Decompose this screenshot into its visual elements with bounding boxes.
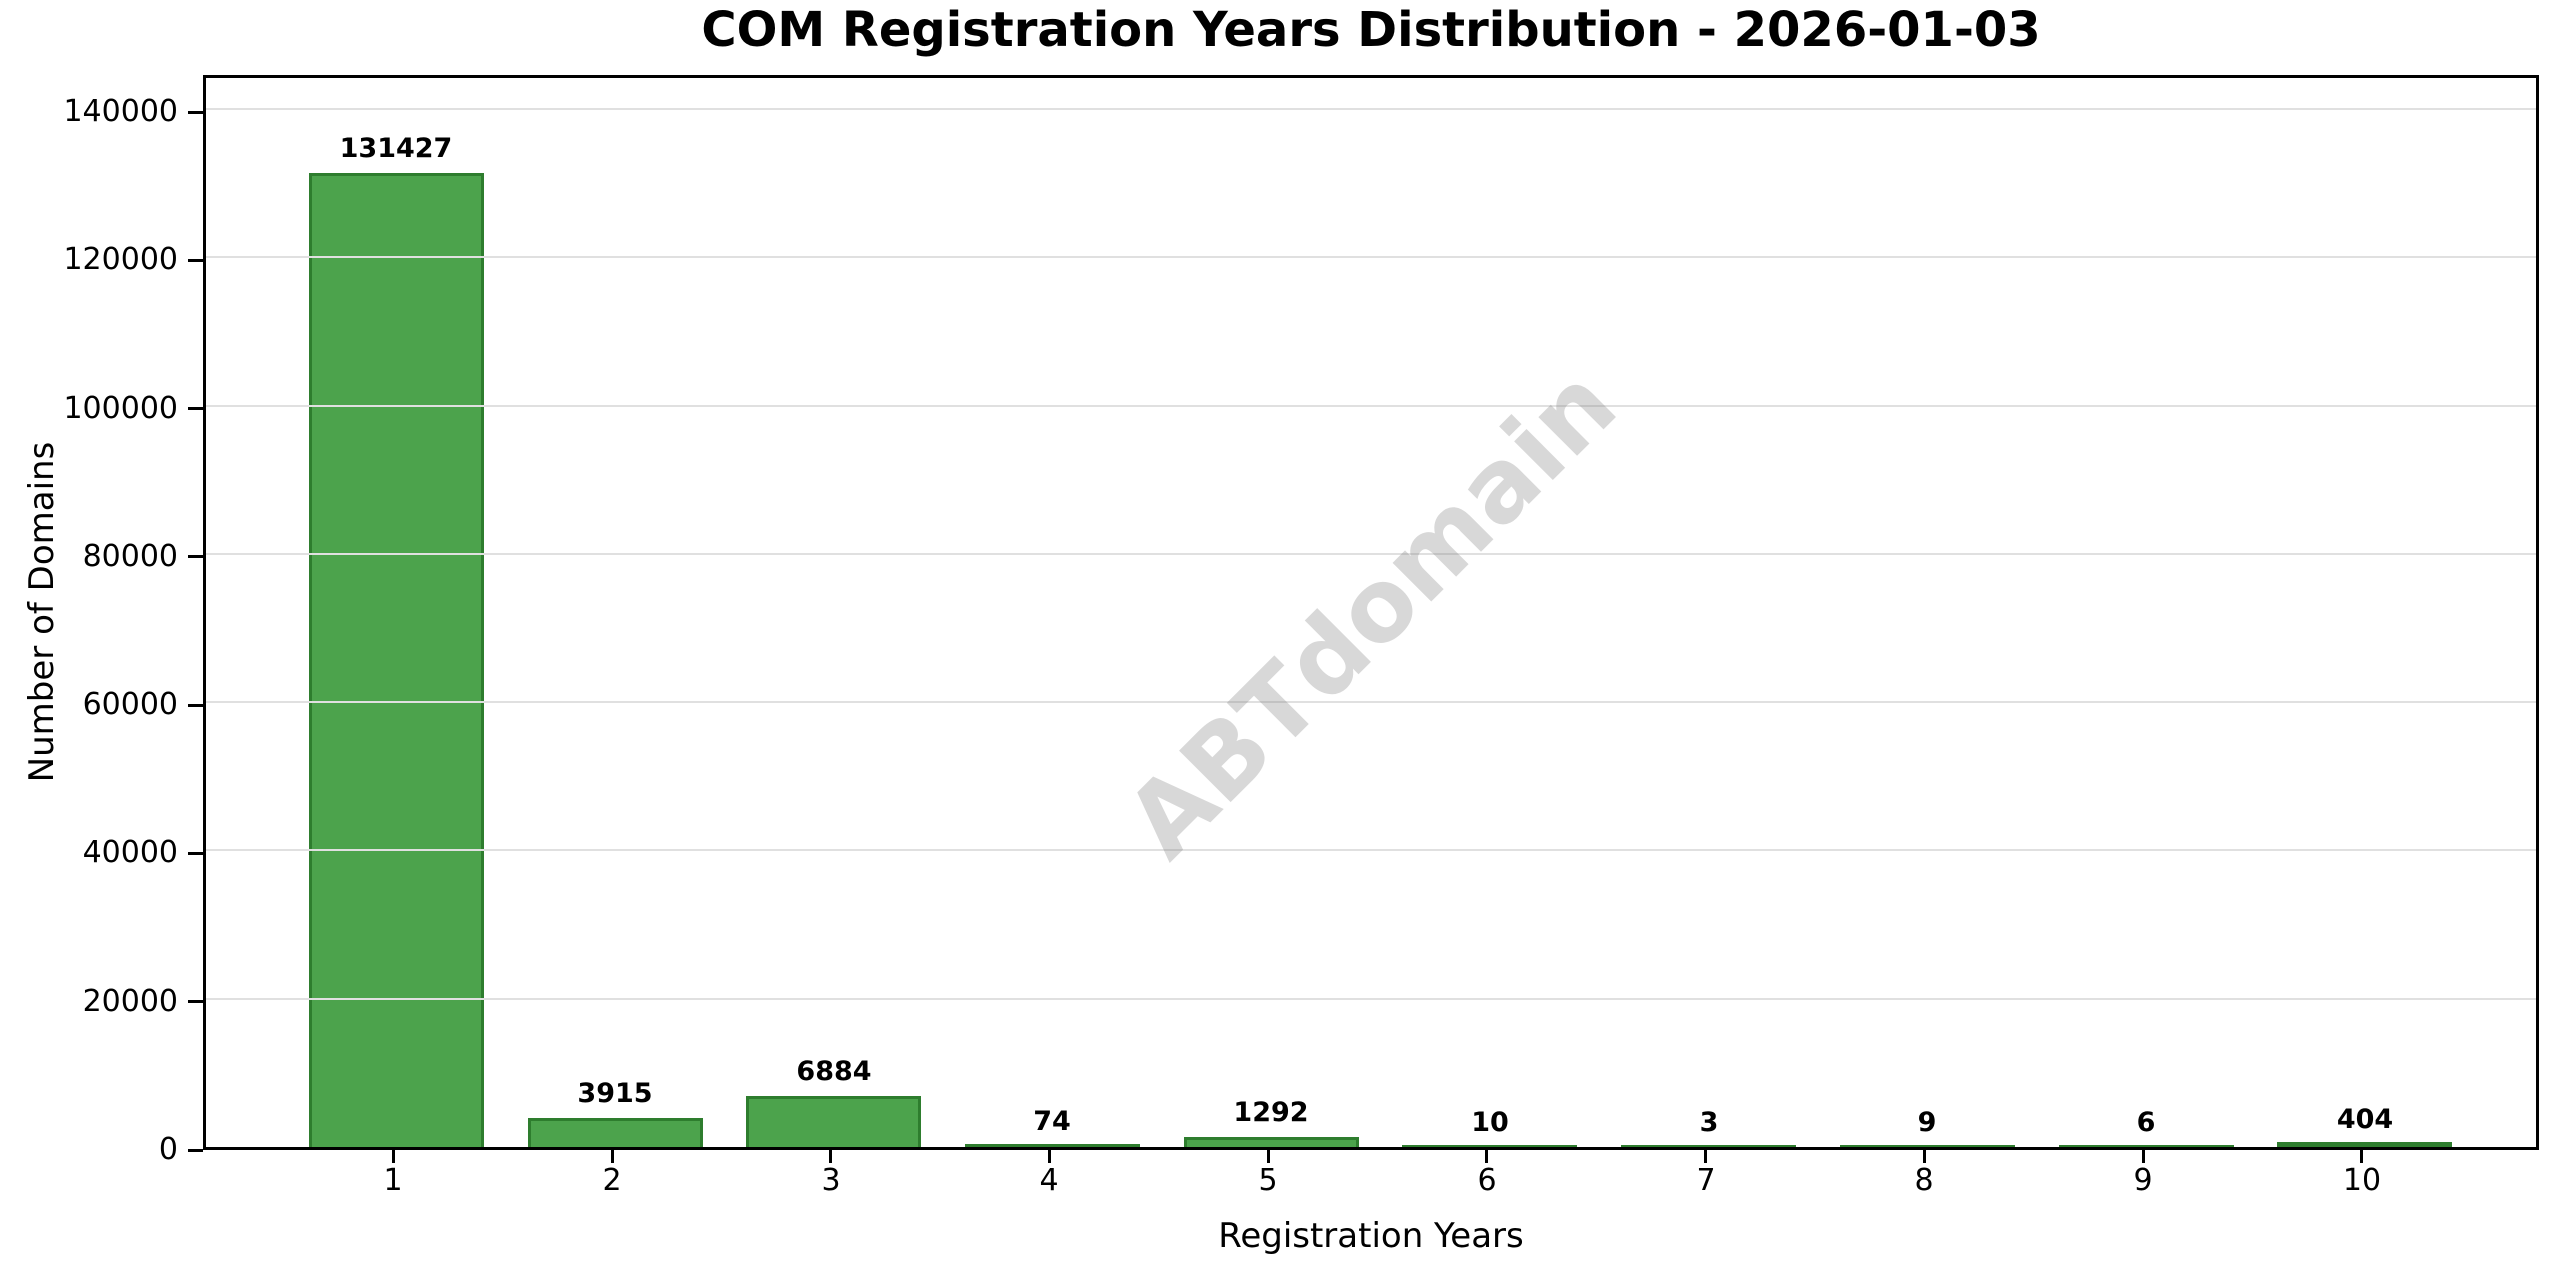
plot-area: ABTdomain 131427 3915 6884 74 1292 10 3 9 6 404 xyxy=(203,75,2539,1150)
y-tick-label: 100000 xyxy=(63,390,178,426)
x-tick-mark xyxy=(392,1150,395,1163)
plot-inner-layer: ABTdomain 131427 3915 6884 74 1292 10 3 9 6 404 xyxy=(206,78,2536,1147)
x-tick-label: 10 xyxy=(2342,1163,2382,1198)
bar xyxy=(965,1144,1140,1147)
x-tick-mark xyxy=(1923,1150,1926,1163)
y-gridline xyxy=(206,404,2536,407)
bar-value-label: 10 xyxy=(1471,1106,1509,1138)
y-tick-mark xyxy=(188,1148,203,1152)
bar-value-label: 6 xyxy=(2136,1106,2156,1138)
y-gridline xyxy=(206,256,2536,259)
y-tick-mark xyxy=(188,851,203,855)
x-axis-label: Registration Years xyxy=(1218,1216,1524,1256)
x-tick-mark xyxy=(829,1150,832,1163)
y-tick-label: 20000 xyxy=(82,983,178,1019)
x-tick-mark xyxy=(1485,1150,1488,1163)
y-tick-mark xyxy=(188,110,203,114)
y-tick-label: 40000 xyxy=(82,835,178,871)
y-gridline xyxy=(206,997,2536,1000)
bar xyxy=(309,172,484,1147)
bar xyxy=(746,1095,921,1147)
watermark-text: ABTdomain xyxy=(1103,345,1639,880)
bar xyxy=(1621,1144,1796,1147)
bar-value-label: 131427 xyxy=(339,132,453,164)
y-gridline xyxy=(206,849,2536,852)
y-tick-label: 140000 xyxy=(63,94,178,130)
y-tick-label: 80000 xyxy=(82,538,178,574)
bar-value-label: 3 xyxy=(1699,1106,1719,1138)
x-tick-label: 8 xyxy=(1914,1163,1934,1198)
y-tick-label: 0 xyxy=(158,1132,178,1167)
y-tick-label: 60000 xyxy=(82,687,178,723)
x-tick-mark xyxy=(1267,1150,1270,1163)
y-tick-label: 120000 xyxy=(63,242,178,278)
y-tick-mark xyxy=(188,555,203,559)
bar xyxy=(2277,1142,2452,1147)
chart-title: COM Registration Years Distribution - 20… xyxy=(701,2,2041,58)
x-tick-mark xyxy=(2360,1150,2363,1163)
bar-value-label: 1292 xyxy=(1233,1097,1309,1129)
x-tick-label: 3 xyxy=(821,1163,841,1198)
y-axis-label: Number of Domains xyxy=(22,441,62,783)
x-tick-mark xyxy=(2142,1150,2145,1163)
x-tick-mark xyxy=(1048,1150,1051,1163)
x-tick-label: 9 xyxy=(2133,1163,2153,1198)
x-tick-mark xyxy=(1704,1150,1707,1163)
y-gridline xyxy=(206,552,2536,555)
x-tick-label: 1 xyxy=(383,1163,403,1198)
x-tick-label: 7 xyxy=(1696,1163,1716,1198)
bar-value-label: 6884 xyxy=(796,1055,872,1087)
bar xyxy=(1184,1137,1359,1147)
bar-value-label: 3915 xyxy=(577,1077,653,1109)
y-tick-mark xyxy=(188,407,203,411)
bar xyxy=(2059,1144,2234,1147)
y-tick-mark xyxy=(188,1000,203,1004)
x-tick-label: 6 xyxy=(1477,1163,1497,1198)
bar xyxy=(528,1117,703,1147)
y-tick-mark xyxy=(188,703,203,707)
bar-value-label: 404 xyxy=(2336,1104,2394,1136)
bar-value-label: 9 xyxy=(1917,1106,1937,1138)
y-gridline xyxy=(206,701,2536,704)
bar xyxy=(1402,1144,1577,1147)
y-tick-mark xyxy=(188,258,203,262)
bar-value-label: 74 xyxy=(1033,1106,1071,1138)
y-gridline xyxy=(206,108,2536,111)
x-tick-label: 4 xyxy=(1039,1163,1059,1198)
x-tick-label: 5 xyxy=(1258,1163,1278,1198)
x-tick-mark xyxy=(611,1150,614,1163)
x-tick-label: 2 xyxy=(602,1163,622,1198)
bar xyxy=(1840,1144,2015,1147)
